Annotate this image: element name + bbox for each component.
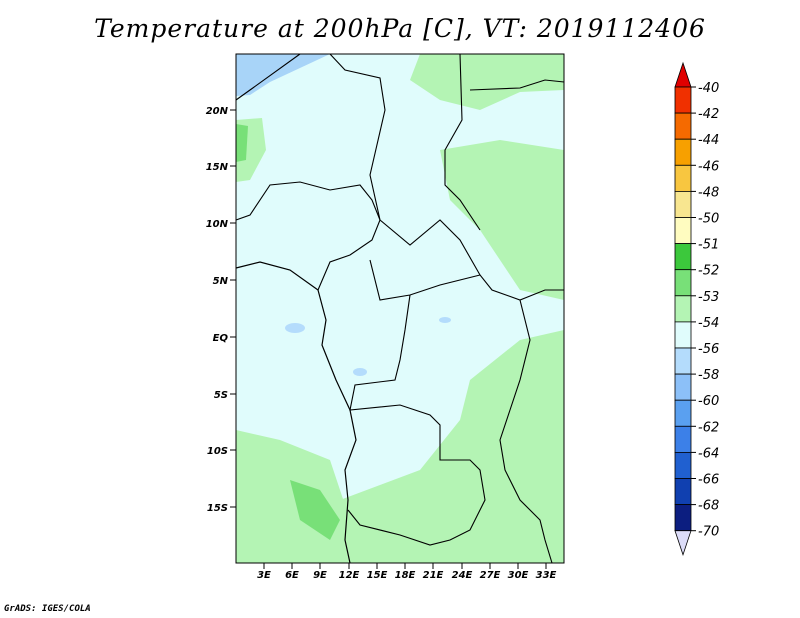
- colorbar-segment: [674, 504, 692, 532]
- colorbar-segment: [674, 86, 692, 114]
- border-north-central: [329, 53, 564, 301]
- colorbar-label: -54: [698, 316, 719, 331]
- colorbar-label: -64: [698, 446, 719, 461]
- colorbar-segment: [674, 425, 692, 453]
- cold-spot: [439, 317, 451, 323]
- colorbar-label: -50: [698, 212, 719, 227]
- map-panel: [235, 53, 565, 564]
- colorbar-label: -66: [698, 473, 719, 488]
- colorbar-segment: [674, 269, 692, 297]
- colorbar-label: -40: [698, 81, 719, 96]
- map-frame: [235, 53, 565, 564]
- credit-text: GrADS: IGES/COLA: [4, 604, 91, 614]
- lon-label: 3E: [257, 570, 271, 581]
- lon-ticks: [263, 563, 547, 569]
- colorbar-bottom-arrow: [674, 530, 692, 556]
- colorbar-label: -58: [698, 368, 719, 383]
- colorbar-label: -60: [698, 394, 719, 409]
- lon-label: 24E: [452, 570, 473, 581]
- lat-label: 15S: [207, 503, 228, 514]
- lon-label: 33E: [536, 570, 557, 581]
- border-northwest: [235, 53, 301, 101]
- lon-label: 15E: [367, 570, 388, 581]
- lon-label: 6E: [285, 570, 299, 581]
- colorbar: -40 -42 -44 -46 -48 -50 -51 -52 -53 -54 -56 -58 -60 -…: [674, 61, 719, 556]
- colorbar-segment: [674, 295, 692, 323]
- warm-region-southeast: [340, 330, 564, 563]
- colorbar-label: -70: [698, 525, 719, 540]
- colorbar-top-arrow: [674, 61, 692, 88]
- lat-label: 10N: [206, 219, 229, 230]
- lon-label: 30E: [508, 570, 529, 581]
- lat-label: 10S: [207, 446, 228, 457]
- colorbar-segment: [674, 164, 692, 192]
- colorbar-label: -68: [698, 499, 719, 514]
- border-sudan: [444, 53, 481, 231]
- colorbar-label: -42: [698, 107, 719, 122]
- colorbar-segment: [674, 451, 692, 479]
- border-egypt: [469, 79, 565, 91]
- colorbar-segment: [674, 399, 692, 427]
- lat-label: 15N: [206, 162, 229, 173]
- colorbar-label: -48: [698, 185, 719, 200]
- colorbar-segment: [674, 190, 692, 218]
- lon-labels: 3E 6E 9E 12E 15E 18E 21E 24E 27E 30E 33E: [257, 570, 556, 581]
- lat-label: 5S: [214, 390, 228, 401]
- lon-label: 18E: [395, 570, 416, 581]
- cold-spot: [353, 368, 367, 376]
- colorbar-segment: [674, 321, 692, 349]
- lat-ticks: [230, 109, 236, 508]
- border-east-africa: [499, 299, 553, 564]
- colorbar-segment: [674, 373, 692, 401]
- warmer-region-west: [236, 124, 248, 162]
- chart-title: Temperature at 200hPa [C], VT: 201911240…: [94, 14, 706, 43]
- lon-label: 9E: [313, 570, 327, 581]
- colorbar-segment: [674, 217, 692, 245]
- lon-label: 27E: [480, 570, 501, 581]
- colorbar-label: -56: [698, 342, 719, 357]
- cold-region-northwest: [236, 54, 330, 96]
- border-nigeria: [235, 181, 381, 291]
- colorbar-segment: [674, 138, 692, 166]
- warmer-region-southwest: [290, 480, 340, 540]
- coastline-west: [235, 261, 357, 564]
- colorbar-segment: [674, 243, 692, 271]
- cold-spot: [285, 323, 305, 333]
- warm-region-east: [440, 140, 564, 300]
- lon-label: 21E: [423, 570, 444, 581]
- colorbar-segment: [674, 112, 692, 140]
- colorbar-segment: [674, 347, 692, 375]
- border-congo-basin: [347, 259, 486, 546]
- lat-label: 5N: [213, 276, 229, 287]
- colorbar-label: -62: [698, 420, 719, 435]
- colorbar-segment: [674, 478, 692, 506]
- lat-label: EQ: [213, 333, 229, 344]
- colorbar-label: -46: [698, 159, 719, 174]
- colorbar-label: -53: [698, 290, 719, 305]
- colorbar-label: -52: [698, 264, 719, 279]
- lat-label: 20N: [206, 106, 229, 117]
- lon-label: 12E: [339, 570, 360, 581]
- colorbar-label: -51: [698, 238, 719, 253]
- warm-region-north: [410, 54, 564, 110]
- colorbar-label: -44: [698, 133, 719, 148]
- lat-labels: 20N 15N 10N 5N EQ 5S 10S 15S: [206, 106, 229, 514]
